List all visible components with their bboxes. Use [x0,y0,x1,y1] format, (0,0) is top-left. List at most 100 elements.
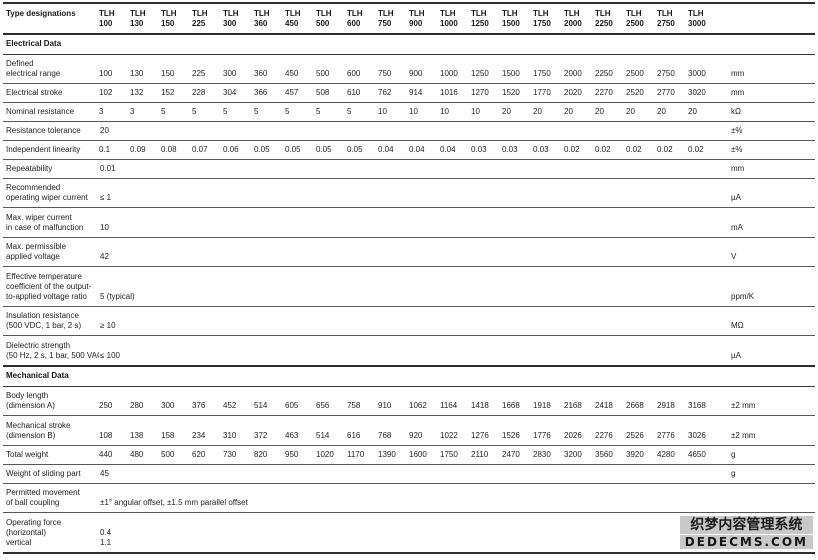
spec-value: 5 [316,107,321,117]
spec-value: 304 [223,88,237,98]
spec-value: 457 [285,88,299,98]
section-header-row: Mechanical Data [3,365,815,387]
model-column-header: TLH 2750 [657,9,675,28]
row-label: Max. wiper current in case of malfunction [6,212,84,232]
spec-value: 108 [99,430,113,440]
spec-row: Max. wiper current in case of malfunction… [3,207,815,237]
spec-row: Operating force (horizontal) vertical 0.4 1.… [3,512,815,553]
spec-value: 616 [347,430,361,440]
spec-value: 5 [161,107,166,117]
spec-value: 1250 [471,69,489,79]
spec-value: 366 [254,88,268,98]
model-column-header: TLH 3000 [688,9,706,28]
spec-value: 762 [378,88,392,98]
spec-value: 0.08 [161,145,177,155]
unit-label: mA [731,222,743,232]
spec-value: 920 [409,430,423,440]
header-row: Type designations TLH 100 TLH 130 TLH 150 TLH 22… [3,3,815,34]
spec-value: ±1° angular offset, ±1.5 mm parallel off… [100,497,248,507]
unit-label: ±% [731,145,743,155]
spec-value: 0.01 [100,163,116,173]
spec-value: 1750 [440,449,458,459]
model-column-header: TLH 450 [285,9,301,28]
spec-value: 102 [99,88,113,98]
model-column-header: TLH 150 [161,9,177,28]
spec-value: 3020 [688,88,706,98]
spec-value: 5 [254,107,259,117]
spec-value: 3200 [564,449,582,459]
spec-value: 0.02 [688,145,704,155]
spec-value: 2020 [564,88,582,98]
spec-value: 20 [502,107,511,117]
spec-value: 20 [626,107,635,117]
spec-value: 3168 [688,401,706,411]
spec-value: 452 [223,401,237,411]
spec-value: 0.03 [502,145,518,155]
spec-value: 10 [440,107,449,117]
spec-value: 2276 [595,430,613,440]
spec-value: 480 [130,449,144,459]
spec-value: 1390 [378,449,396,459]
spec-value: 2526 [626,430,644,440]
unit-label: kΩ [731,107,741,117]
spec-value: 910 [378,401,392,411]
spec-value: 440 [99,449,113,459]
spec-value: 1918 [533,401,551,411]
spec-value: 2270 [595,88,613,98]
row-label: Defined electrical range [6,59,61,79]
spec-value: 5 (typical) [100,292,135,302]
spec-value: ≥ 10 [100,321,116,331]
spec-value: 10 [409,107,418,117]
spec-value: 750 [378,69,392,79]
spec-row: Insulation resistance (500 VDC, 1 bar, 2 … [3,306,815,336]
spec-value: 1770 [533,88,551,98]
spec-row: Repeatability 0.01 mm [3,159,815,179]
spec-value: 914 [409,88,423,98]
spec-value: 1776 [533,430,551,440]
spec-row: Dielectric strength (50 Hz, 2 s, 1 bar, 5… [3,335,815,366]
spec-value: 514 [254,401,268,411]
spec-value: 4650 [688,449,706,459]
spec-value: 820 [254,449,268,459]
spec-value: 250 [99,401,113,411]
spec-value: 5 [192,107,197,117]
row-label: Total weight [6,449,49,459]
unit-label [719,483,815,512]
spec-value: 500 [161,449,175,459]
spec-value: 3000 [688,69,706,79]
spec-value: 2250 [595,69,613,79]
row-label: Resistance tolerance [6,126,81,136]
unit-label: MΩ [731,321,744,331]
spec-value: 1270 [471,88,489,98]
model-column-header: TLH 300 [223,9,239,28]
spec-value: 950 [285,449,299,459]
spec-value: 150 [161,69,175,79]
spec-value: 450 [285,69,299,79]
spec-value: 10 [471,107,480,117]
unit-label: ppm/K [731,292,755,302]
spec-value: 0.09 [130,145,146,155]
spec-value: 508 [316,88,330,98]
spec-value: 2770 [657,88,675,98]
spec-value: 152 [161,88,175,98]
section-title: Electrical Data [6,39,62,49]
spec-table: Type designations TLH 100 TLH 130 TLH 150 TLH 22… [3,2,815,554]
spec-value: 0.02 [564,145,580,155]
spec-value: 0.04 [440,145,456,155]
spec-value: 605 [285,401,299,411]
spec-value: 0.04 [409,145,425,155]
spec-value: 20 [564,107,573,117]
spec-value: 5 [285,107,290,117]
unit-label: µA [731,350,741,360]
spec-value: 0.03 [471,145,487,155]
spec-value: 0.4 1.1 [100,528,112,547]
spec-value: 0.07 [192,145,208,155]
spec-row: Permitted movement of ball coupling ±1° an… [3,483,815,512]
spec-value: 10 [100,222,109,232]
spec-value: 2418 [595,401,613,411]
spec-value: 0.05 [285,145,301,155]
spec-row: Independent linearity 0.1 0.09 0.08 0.07 0.06… [3,140,815,160]
model-column-header: TLH 2250 [595,9,613,28]
model-column-header: TLH 225 [192,9,208,28]
spec-value: 3 [99,107,104,117]
